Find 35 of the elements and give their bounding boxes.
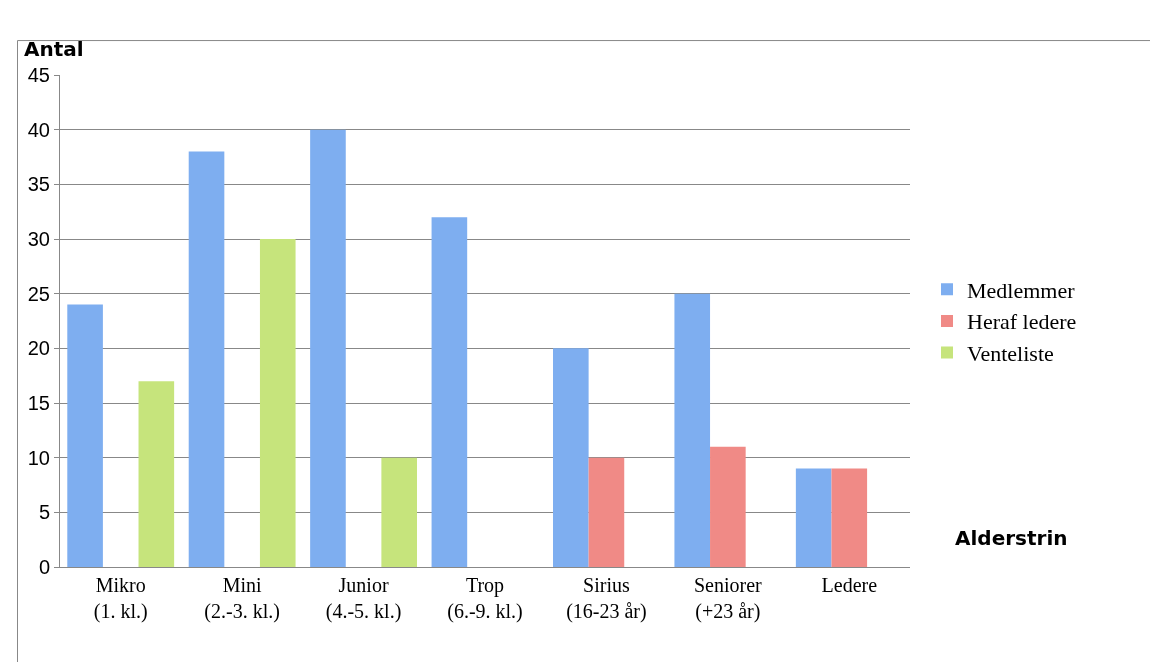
bar — [710, 446, 746, 567]
bar — [674, 293, 711, 567]
y-tick-label: 0 — [38, 556, 50, 578]
y-tick-label: 20 — [27, 337, 50, 360]
bar — [431, 217, 468, 567]
x-tick-label: Sirius (16-23 år) — [566, 574, 647, 623]
bar — [259, 239, 296, 567]
y-tick-label: 10 — [27, 446, 50, 469]
legend-label: Medlemmer — [967, 277, 1076, 303]
x-tick-label: Seniorer (+23 år) — [693, 574, 763, 623]
y-tick-label: 25 — [27, 282, 50, 305]
bar — [138, 381, 175, 567]
y-tick-label: 35 — [27, 173, 50, 196]
bar — [310, 129, 346, 567]
bar — [795, 468, 832, 567]
x-tick-label: Ledere — [821, 574, 878, 596]
bar — [188, 151, 225, 567]
y-tick-label: 5 — [38, 501, 50, 524]
x-tick-label: Trop (6.-9. kl.) — [447, 574, 523, 623]
x-axis-title: Alderstrin — [955, 526, 1068, 550]
bar — [588, 457, 625, 567]
y-tick-label: 40 — [27, 118, 50, 141]
bar — [831, 468, 868, 567]
bar — [381, 457, 417, 567]
legend-label: Heraf ledere — [967, 309, 1077, 335]
legend-label: Venteliste — [967, 341, 1054, 367]
x-tick-label: Junior (4.-5. kl.) — [325, 574, 402, 623]
y-tick-label: 30 — [27, 228, 50, 250]
x-tick-label: Mini (2.-3. kl.) — [204, 574, 280, 623]
y-axis-title: Antal — [24, 37, 84, 61]
bar — [67, 304, 103, 567]
bar — [553, 348, 589, 567]
y-tick-label: 45 — [27, 64, 50, 86]
x-tick-label: Mikro (1. kl.) — [93, 574, 148, 623]
y-tick-label: 15 — [27, 392, 50, 414]
